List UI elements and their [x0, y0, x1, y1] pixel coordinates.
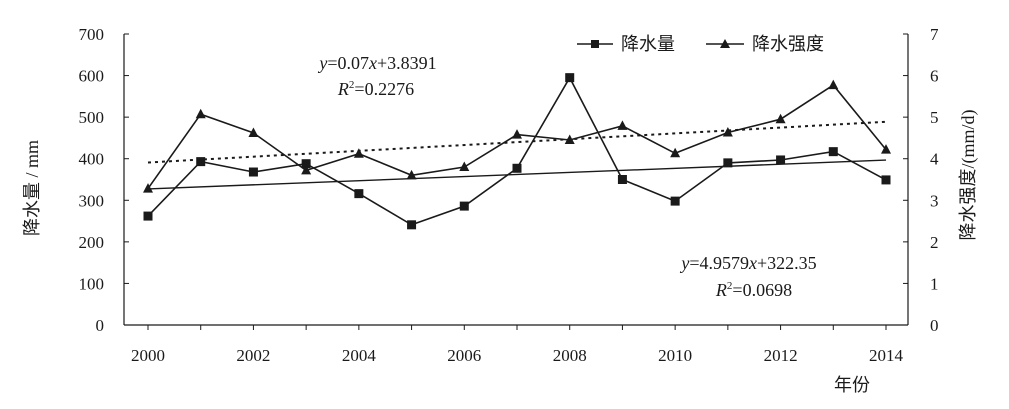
y-right-tick-label: 2: [930, 233, 939, 252]
precip-point: [301, 159, 311, 169]
y-axis-right-title: 降水强度/(mm/d): [958, 110, 979, 241]
precip-point: [248, 167, 258, 177]
precip-point: [196, 157, 206, 167]
x-tick-label: 2012: [764, 346, 798, 365]
y-left-tick-label: 500: [79, 108, 105, 127]
legend-triangle-marker: [720, 39, 730, 48]
series-line-precip: [147, 76, 887, 226]
x-tick-label: 2008: [553, 346, 587, 365]
r-squared-precip: R2=0.0698: [715, 280, 792, 300]
intensity-point: [248, 127, 259, 137]
x-tick-label: 2002: [236, 346, 270, 365]
intensity-point: [617, 120, 628, 130]
trendlines: [147, 120, 887, 190]
precip-point: [354, 189, 364, 199]
y-right-tick-label: 3: [930, 191, 939, 210]
intensity-point: [828, 79, 839, 90]
y-right-tick-label: 5: [930, 108, 939, 127]
intensity-point: [881, 144, 891, 154]
legend-square-marker: [591, 40, 599, 48]
y-right-tick-label: 0: [930, 316, 939, 335]
precip-point: [776, 155, 786, 165]
x-axis-title: 年份: [834, 375, 870, 395]
y-left-tick-label: 100: [79, 274, 105, 293]
equation-intensity-line: y=0.07x+3.8391: [317, 53, 436, 73]
precip-point: [881, 175, 891, 185]
y-axis-left-title: 降水量 / mm: [22, 140, 42, 236]
y-left-tick-label: 700: [79, 25, 105, 44]
precip-point: [723, 158, 733, 168]
intensity-point: [775, 113, 786, 124]
legend-label-precip: 降水量: [621, 34, 675, 54]
precip-point: [143, 211, 153, 221]
intensity-point: [406, 169, 417, 180]
x-axis-ticks: 2000 2002 2004 2006 2008 2010 2012 2014: [131, 325, 904, 365]
intensity-point: [195, 108, 206, 119]
x-tick-label: 2010: [658, 346, 692, 365]
precip-point: [670, 196, 680, 206]
legend: 降水量 降水强度: [577, 34, 824, 54]
x-tick-label: 2006: [447, 346, 481, 365]
intensity-point: [512, 129, 522, 139]
intensity-point: [670, 147, 681, 158]
y-left-tick-label: 0: [96, 316, 105, 335]
precip-point: [617, 175, 627, 184]
equation-precip-line: y=4.9579x+322.35: [679, 253, 816, 273]
x-tick-label: 2004: [342, 346, 377, 365]
axes: [123, 34, 909, 326]
precip-point: [565, 73, 575, 83]
y-left-tick-label: 400: [79, 150, 105, 169]
precip-point: [828, 147, 838, 157]
x-tick-label: 2014: [869, 346, 904, 365]
trend-equation-precip: y=4.9579x+322.35 R2=0.0698: [679, 253, 816, 300]
trendline-precip: [147, 159, 887, 190]
right-axis-ticks: 0 1 2 3 4 5 6 7: [903, 25, 939, 335]
intensity-point: [564, 134, 575, 145]
precip-point: [512, 163, 522, 173]
intensity-point: [353, 148, 364, 158]
y-right-tick-label: 7: [930, 25, 939, 44]
precip-point: [459, 201, 469, 211]
trend-equation-intensity: y=0.07x+3.8391 R2=0.2276: [317, 53, 436, 99]
precip-point: [407, 220, 417, 230]
trendline-intensity: [147, 120, 887, 164]
intensity-point: [301, 164, 312, 175]
intensity-point: [143, 183, 153, 193]
intensity-point: [459, 161, 470, 172]
series-layer: [143, 73, 891, 230]
left-axis-ticks: 0 100 200 300 400 500 600 700: [79, 25, 129, 335]
y-right-tick-label: 4: [930, 150, 939, 169]
y-left-tick-label: 300: [79, 191, 105, 210]
intensity-point: [722, 127, 733, 137]
y-left-tick-label: 600: [79, 67, 105, 86]
y-right-tick-label: 1: [930, 274, 939, 293]
x-tick-label: 2000: [131, 346, 165, 365]
y-right-tick-label: 6: [930, 67, 939, 86]
y-left-tick-label: 200: [79, 233, 105, 252]
legend-label-intensity: 降水强度: [752, 34, 824, 54]
r-squared-intensity: R2=0.2276: [337, 79, 414, 99]
